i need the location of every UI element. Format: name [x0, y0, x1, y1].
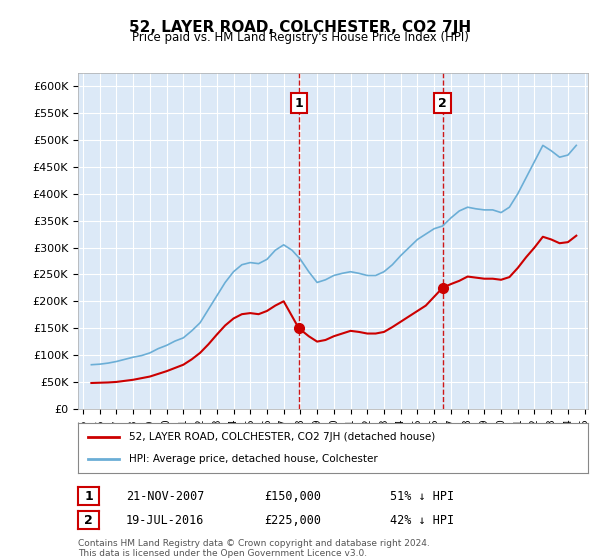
Text: 1: 1	[295, 96, 303, 110]
Text: HPI: Average price, detached house, Colchester: HPI: Average price, detached house, Colc…	[129, 454, 378, 464]
Text: 52, LAYER ROAD, COLCHESTER, CO2 7JH: 52, LAYER ROAD, COLCHESTER, CO2 7JH	[129, 20, 471, 35]
Text: 52, LAYER ROAD, COLCHESTER, CO2 7JH (detached house): 52, LAYER ROAD, COLCHESTER, CO2 7JH (det…	[129, 432, 435, 442]
Text: 2: 2	[438, 96, 447, 110]
Text: Contains HM Land Registry data © Crown copyright and database right 2024.
This d: Contains HM Land Registry data © Crown c…	[78, 539, 430, 558]
Text: 42% ↓ HPI: 42% ↓ HPI	[390, 514, 454, 527]
Text: 2: 2	[84, 514, 93, 527]
Text: £150,000: £150,000	[264, 489, 321, 503]
Text: Price paid vs. HM Land Registry's House Price Index (HPI): Price paid vs. HM Land Registry's House …	[131, 31, 469, 44]
Text: 19-JUL-2016: 19-JUL-2016	[126, 514, 205, 527]
Text: 1: 1	[84, 489, 93, 503]
Text: 21-NOV-2007: 21-NOV-2007	[126, 489, 205, 503]
Text: 51% ↓ HPI: 51% ↓ HPI	[390, 489, 454, 503]
Text: £225,000: £225,000	[264, 514, 321, 527]
